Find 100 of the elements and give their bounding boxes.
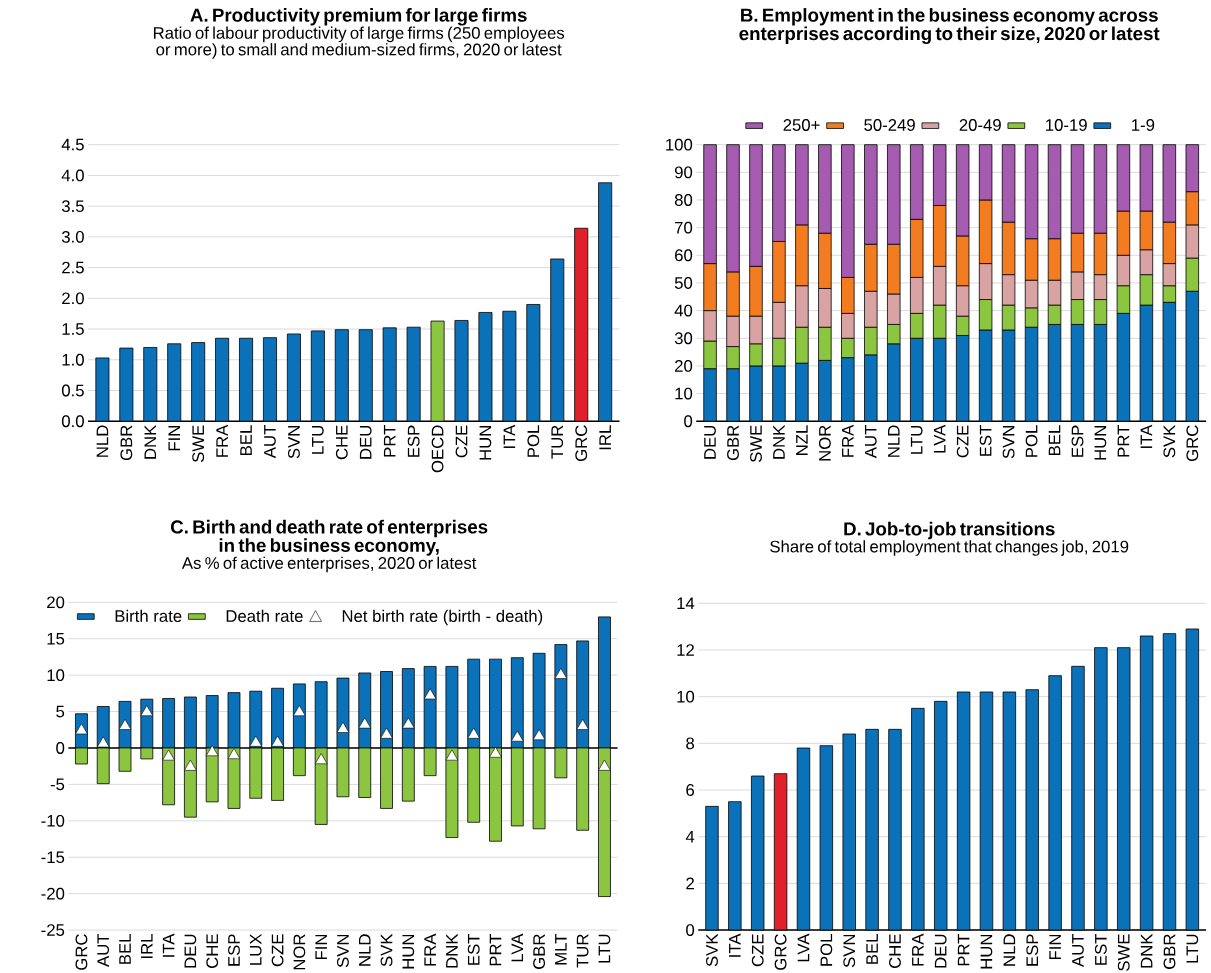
point xyxy=(576,718,589,730)
x-tick-label: FRA xyxy=(842,424,854,457)
y-tick-label: 60 xyxy=(675,249,693,262)
x-tick-label: EST xyxy=(1094,933,1107,965)
x-tick-label: LVA xyxy=(511,933,524,962)
x-tick-label: LTU xyxy=(910,425,923,454)
y-tick-label: 0 xyxy=(686,923,695,936)
y-tick-label: 4.5 xyxy=(61,138,84,151)
chart-title: C. Birth and death rate of enterprises in the business economy, xyxy=(170,519,488,556)
x-tick-label: BEL xyxy=(240,425,252,455)
legend-label: 250+ xyxy=(783,118,820,131)
x-tick-label: GBR xyxy=(1163,934,1176,969)
y-tick-label: 5 xyxy=(56,705,65,718)
x-tick-label: SWE xyxy=(750,425,762,462)
y-tick-label: 0.5 xyxy=(61,384,84,397)
x-tick-label: GRC xyxy=(575,425,588,461)
x-tick-label: NLD xyxy=(888,425,900,457)
y-tick-label: 70 xyxy=(675,221,693,234)
x-tick-label: NZL xyxy=(796,425,808,455)
x-tick-label: FRA xyxy=(424,933,436,966)
x-tick-label: LTU xyxy=(312,425,324,454)
x-tick-label: EST xyxy=(979,424,992,456)
y-tick-label: 20 xyxy=(47,596,65,609)
x-tick-label: SWE xyxy=(1117,934,1130,971)
x-tick-label: BEL xyxy=(866,933,878,964)
y-tick-label: 15 xyxy=(47,632,65,645)
x-tick-label: SVN xyxy=(843,934,856,968)
x-tick-label: CHE xyxy=(206,934,219,968)
point xyxy=(118,718,132,730)
y-tick-label: 10 xyxy=(47,669,65,681)
chart-title: D. Job-to-job transitions xyxy=(844,521,1055,540)
point xyxy=(184,759,197,771)
x-tick-label: HUN xyxy=(980,934,993,969)
x-tick-label: SVK xyxy=(380,933,393,967)
y-tick-label: 3.0 xyxy=(61,230,84,243)
x-tick-label: EST xyxy=(467,933,480,965)
x-tick-label: GBR xyxy=(727,425,739,460)
x-tick-label: TUR xyxy=(576,934,589,968)
y-tick-label: 10 xyxy=(675,387,693,400)
x-tick-label: CHE xyxy=(335,425,348,460)
x-tick-label: GBR xyxy=(533,934,546,969)
y-tick-label: -5 xyxy=(50,778,65,791)
x-tick-label: NLD xyxy=(358,934,371,966)
chart-subtitle: As % of active enterprises, 2020 or latest xyxy=(181,556,477,573)
chart-subtitle: Ratio of labour productivity of large firms (250 employees or more) to small and medium-sized firms, 2020 or latest xyxy=(153,26,565,59)
x-tick-label: LUX xyxy=(249,933,262,965)
legend-label: Net birth rate (birth - death) xyxy=(342,609,543,626)
x-tick-label: SVN xyxy=(337,934,349,968)
x-tick-label: FIN xyxy=(168,425,180,451)
y-tick-label: 3.5 xyxy=(61,200,84,212)
x-tick-label: FIN xyxy=(1049,934,1061,959)
x-tick-label: CZE xyxy=(956,425,969,458)
point xyxy=(293,704,306,716)
chart-title: A. Productivity premium for large firms xyxy=(190,7,527,26)
x-tick-label: FRA xyxy=(216,424,228,457)
y-tick-label: 20 xyxy=(675,359,693,372)
point xyxy=(532,728,546,740)
legend-label: 10-19 xyxy=(1046,118,1087,131)
x-tick-label: ITA xyxy=(503,424,516,448)
x-tick-label: AUT xyxy=(1072,933,1084,967)
x-tick-label: DNK xyxy=(773,424,785,459)
x-tick-label: NOR xyxy=(818,425,831,461)
x-tick-label: MLT xyxy=(555,933,567,965)
x-tick-label: GRC xyxy=(75,933,88,970)
x-tick-label: GRC xyxy=(774,933,787,970)
point xyxy=(314,753,328,764)
point xyxy=(358,717,372,729)
y-tick-label: 0 xyxy=(56,741,65,754)
x-tick-label: IRL xyxy=(141,933,153,958)
point xyxy=(380,727,393,739)
point xyxy=(467,727,480,739)
x-tick-label: SVN xyxy=(288,425,300,459)
x-tick-label: SVK xyxy=(706,933,718,967)
x-tick-label: CZE xyxy=(751,934,764,966)
x-tick-label: ESP xyxy=(407,425,420,457)
x-tick-label: AUT xyxy=(864,424,877,458)
y-tick-label: -10 xyxy=(41,814,65,827)
x-tick-label: HUN xyxy=(402,934,415,969)
x-tick-label: HUN xyxy=(1094,425,1107,460)
y-tick-label: 40 xyxy=(674,304,693,317)
chart-subtitle: Share of total employment that changes job, 2019 xyxy=(770,540,1129,556)
legend-label: 1-9 xyxy=(1132,118,1155,131)
x-tick-label: BEL xyxy=(119,933,131,964)
y-tick-label: 100 xyxy=(666,138,693,151)
x-tick-label: ESP xyxy=(228,934,240,966)
y-tick-label: 6 xyxy=(686,783,695,796)
point xyxy=(162,749,175,761)
point xyxy=(140,704,154,716)
point xyxy=(511,730,524,742)
x-tick-label: DEU xyxy=(934,934,947,968)
point xyxy=(445,749,459,761)
y-tick-label: 90 xyxy=(674,166,693,179)
point xyxy=(271,735,284,747)
x-tick-label: POL xyxy=(820,933,833,966)
y-tick-label: 14 xyxy=(677,597,695,609)
x-tick-label: PRT xyxy=(383,424,396,457)
y-tick-label: 2 xyxy=(686,877,694,890)
point xyxy=(489,746,502,758)
x-tick-label: DNK xyxy=(446,933,458,968)
x-tick-label: IRL xyxy=(599,425,611,450)
